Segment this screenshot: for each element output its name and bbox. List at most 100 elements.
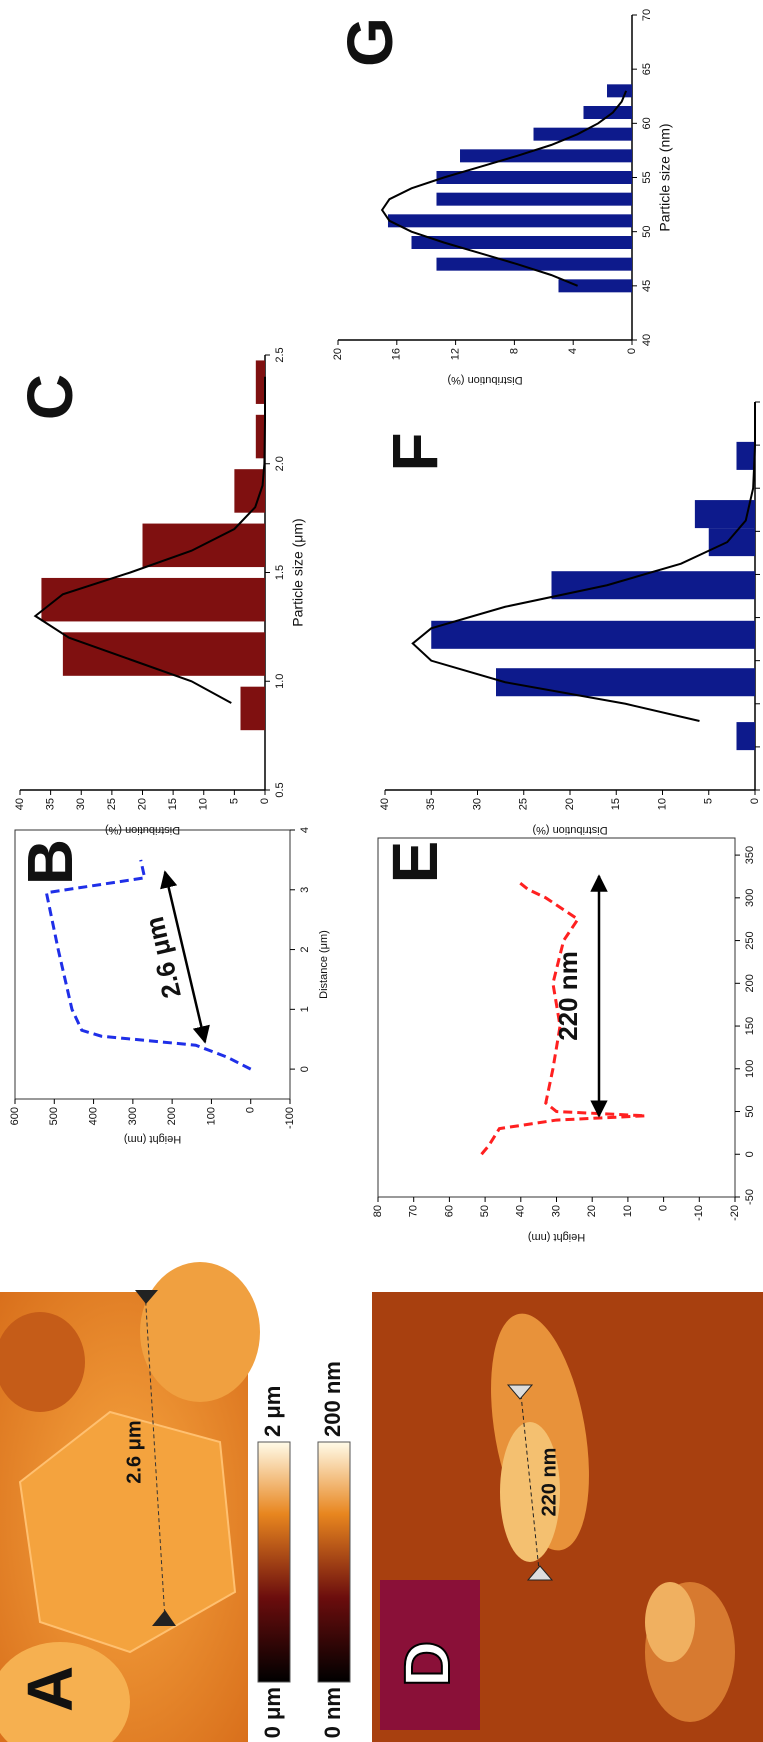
bar <box>436 192 632 206</box>
y-tick-label: 400 <box>87 1107 99 1125</box>
y-tick-label: 0 <box>259 798 271 804</box>
scale-min: 0 nm <box>320 1687 345 1738</box>
bar <box>496 668 755 697</box>
afm-image-a <box>0 1262 260 1742</box>
y-tick-label: 40 <box>379 798 391 810</box>
y-axis-label: Distribution (%) <box>532 824 607 836</box>
measurement-label: 2.6 μm <box>123 1420 145 1483</box>
y-tick-label: 10 <box>622 1205 634 1217</box>
x-tick-label: 55 <box>641 171 653 183</box>
data-line <box>480 879 646 1156</box>
y-tick-label: 20 <box>136 798 148 810</box>
panel-label: E <box>379 841 451 884</box>
y-tick-label: 16 <box>391 348 403 360</box>
x-tick-label: 2 <box>299 946 311 952</box>
y-tick-label: 30 <box>75 798 87 810</box>
y-tick-label: 60 <box>443 1205 455 1217</box>
y-tick-label: -20 <box>729 1205 741 1221</box>
y-tick-label: 4 <box>567 348 579 354</box>
bar <box>551 571 755 600</box>
scale-max: 2 μm <box>260 1386 285 1437</box>
x-tick-label: 100 <box>744 1060 756 1078</box>
fit-curve <box>33 376 266 704</box>
y-tick-label: 30 <box>471 798 483 810</box>
x-tick-label: 0 <box>299 1066 311 1072</box>
x-tick-label: 2.0 <box>274 456 286 471</box>
x-tick-label: 1.0 <box>274 674 286 689</box>
bar <box>460 149 633 163</box>
x-tick-label: 300 <box>744 889 756 907</box>
y-tick-label: 20 <box>564 798 576 810</box>
y-tick-label: 300 <box>127 1107 139 1125</box>
x-tick-label: 50 <box>641 226 653 238</box>
x-axis-label: Particle size (nm) <box>657 123 673 231</box>
x-tick-label: 350 <box>744 846 756 864</box>
y-axis-label: Distribution (%) <box>447 374 522 386</box>
bar <box>736 441 755 470</box>
x-tick-label: 40 <box>641 334 653 346</box>
scale-min: 0 μm <box>260 1687 285 1738</box>
bar <box>240 686 265 731</box>
y-tick-label: 12 <box>450 348 462 360</box>
y-tick-label: 35 <box>45 798 57 810</box>
y-tick-label: 10 <box>656 798 668 810</box>
color-bar <box>257 1441 291 1683</box>
y-tick-label: 50 <box>479 1205 491 1217</box>
y-tick-label: 0 <box>626 348 638 354</box>
y-tick-label: 15 <box>167 798 179 810</box>
y-tick-label: 35 <box>425 798 437 810</box>
y-tick-label: 600 <box>9 1107 21 1125</box>
y-tick-label: 25 <box>518 798 530 810</box>
afm-image-d <box>372 1292 763 1742</box>
y-tick-label: -10 <box>693 1205 705 1221</box>
y-tick-label: 70 <box>408 1205 420 1217</box>
y-tick-label: 0 <box>658 1205 670 1211</box>
x-tick-label: 1 <box>299 1006 311 1012</box>
y-tick-label: 5 <box>703 798 715 804</box>
x-tick-label: 150 <box>744 1017 756 1035</box>
x-tick-label: 200 <box>744 974 756 992</box>
panel-label: F <box>379 432 451 471</box>
x-tick-label: -50 <box>744 1189 756 1205</box>
y-tick-label: 40 <box>14 798 26 810</box>
annotation: 220 nm <box>553 951 583 1041</box>
y-tick-label: 20 <box>586 1205 598 1217</box>
x-axis-label: Particle size (μm) <box>290 518 306 626</box>
x-tick-label: 65 <box>641 63 653 75</box>
x-tick-label: 45 <box>641 280 653 292</box>
y-tick-label: 0 <box>749 798 761 804</box>
fit-curve <box>411 402 756 722</box>
bar <box>436 171 632 184</box>
fit-curve <box>380 90 628 287</box>
y-tick-label: 200 <box>166 1107 178 1125</box>
bar <box>583 106 632 119</box>
x-axis-label: Distance (μm) <box>318 930 330 999</box>
bar <box>62 632 265 676</box>
bar <box>558 279 632 293</box>
y-axis-label: Height (nm) <box>124 1133 181 1145</box>
y-tick-label: 8 <box>508 348 520 354</box>
y-tick-label: -100 <box>284 1107 296 1129</box>
x-tick-label: 60 <box>641 117 653 129</box>
panel-label: G <box>334 17 406 67</box>
y-tick-label: 15 <box>610 798 622 810</box>
y-tick-label: 100 <box>205 1107 217 1125</box>
color-bar <box>317 1441 351 1683</box>
bar <box>607 84 633 98</box>
y-tick-label: 10 <box>198 798 210 810</box>
bar <box>533 127 633 141</box>
y-tick-label: 30 <box>550 1205 562 1217</box>
bar <box>41 577 265 622</box>
x-tick-label: 2.5 <box>274 347 286 362</box>
bar <box>708 528 755 557</box>
bar <box>387 214 633 228</box>
y-tick-label: 40 <box>515 1205 527 1217</box>
x-tick-label: 250 <box>744 931 756 949</box>
bar <box>694 500 755 529</box>
x-tick-label: 0.5 <box>274 782 286 797</box>
panel-label: D <box>391 1641 463 1687</box>
measure-arrow <box>160 870 210 1044</box>
data-line <box>44 859 252 1071</box>
